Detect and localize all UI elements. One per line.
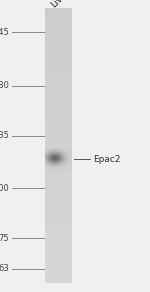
Text: 180: 180	[0, 81, 9, 90]
Bar	[45, 9, 72, 283]
Text: 63: 63	[0, 264, 9, 273]
Text: 135: 135	[0, 131, 9, 140]
Text: 100: 100	[0, 184, 9, 193]
Text: Liver: Liver	[49, 0, 71, 9]
Text: 75: 75	[0, 234, 9, 243]
Text: 245: 245	[0, 27, 9, 36]
Text: Epac2: Epac2	[93, 155, 120, 164]
